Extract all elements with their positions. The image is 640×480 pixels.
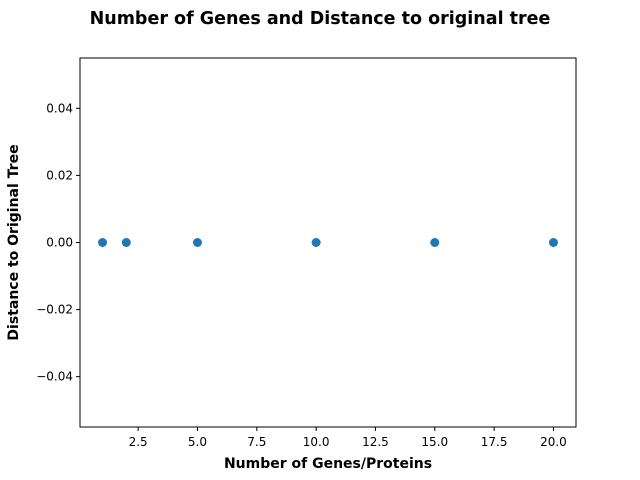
data-point xyxy=(430,238,440,247)
x-tick-label: 15.0 xyxy=(421,435,448,449)
x-tick-label: 12.5 xyxy=(362,435,389,449)
y-axis-label: Distance to Original Tree xyxy=(6,144,22,340)
chart-title: Number of Genes and Distance to original… xyxy=(90,9,551,29)
x-tick-label: 2.5 xyxy=(129,435,148,449)
y-tick-label: −0.02 xyxy=(36,303,73,317)
y-tick-label: 0.02 xyxy=(46,168,73,182)
data-point xyxy=(192,238,202,247)
plot-area xyxy=(80,58,576,427)
data-point xyxy=(98,238,108,247)
y-tick-label: 0.00 xyxy=(46,236,73,250)
x-tick-label: 5.0 xyxy=(188,435,207,449)
x-tick-label: 10.0 xyxy=(303,435,330,449)
x-tick-label: 7.5 xyxy=(247,435,266,449)
x-tick-label: 20.0 xyxy=(540,435,567,449)
plot-frame xyxy=(79,57,577,428)
y-tick-label: 0.04 xyxy=(46,101,73,115)
data-point xyxy=(121,238,131,247)
data-point xyxy=(548,238,558,247)
data-point xyxy=(311,238,321,247)
x-tick-label: 17.5 xyxy=(481,435,508,449)
y-tick-label: −0.04 xyxy=(36,370,73,384)
x-axis-ticks: 2.5 5.0 7.5 10.0 12.5 15.0 17.5 20.0 xyxy=(129,427,567,449)
x-axis-label: Number of Genes/Proteins xyxy=(224,456,432,472)
data-points xyxy=(98,238,558,247)
y-axis-ticks: −0.04 −0.02 0.00 0.02 0.04 xyxy=(36,101,80,384)
